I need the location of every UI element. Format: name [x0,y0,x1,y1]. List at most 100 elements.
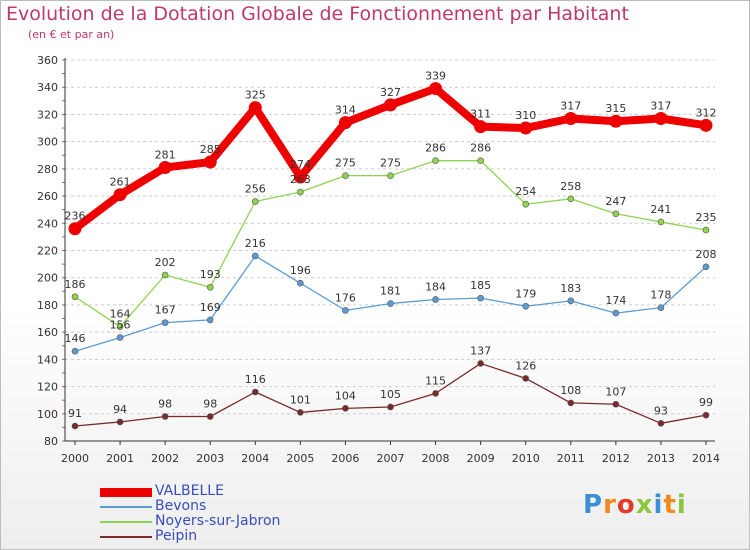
data-point [251,388,259,396]
data-point [293,170,307,184]
legend-label: Peipin [155,528,198,544]
legend-item-bevons: Bevons [100,498,320,514]
data-label: 98 [158,398,172,411]
data-label: 254 [515,185,536,198]
legend-swatch [100,536,152,538]
data-label: 196 [290,264,311,277]
data-point [387,403,394,411]
data-point [203,155,217,169]
data-point [474,120,488,134]
data-label: 179 [515,287,536,300]
data-point [297,188,304,196]
data-label: 104 [335,389,356,402]
x-tick-label: 2012 [602,452,630,465]
data-point [387,300,394,307]
data-point [387,172,394,179]
data-label: 115 [425,374,446,387]
y-tick-labels: 80 100 120 140 160 180 200 220 240 260 280 300 320 34… [37,54,58,448]
data-point [161,413,169,420]
data-label: 116 [245,373,266,386]
data-point [654,112,668,126]
x-tick-label: 2005 [286,452,314,465]
data-label: 327 [380,86,401,99]
data-point [113,188,127,202]
data-point [477,294,484,302]
data-point [657,218,665,226]
data-label: 208 [696,248,717,261]
data-label: 167 [155,304,176,317]
y-tick-label: 280 [37,163,58,176]
x-tick-label: 2014 [692,452,720,465]
data-label: 183 [560,282,581,295]
y-tick-label: 120 [37,381,58,394]
data-label: 311 [470,108,491,121]
data-point [251,198,259,205]
proxiti-logo: Proxiti [583,490,687,520]
data-label: 193 [200,268,221,281]
data-point [432,296,439,303]
x-tick-label: 2007 [377,452,405,465]
data-point [432,157,439,164]
y-tick-label: 340 [37,81,58,94]
data-label: 101 [290,393,311,406]
x-tick-label: 2002 [151,452,179,465]
data-label: 286 [425,142,446,155]
data-point [567,195,575,203]
data-label: 146 [65,332,86,345]
legend-item-valbelle: VALBELLE [100,483,320,499]
data-label: 98 [203,398,217,411]
data-label: 185 [470,279,491,292]
data-label: 314 [335,104,356,117]
data-point [248,101,262,115]
data-label: 174 [605,294,626,307]
data-point [297,279,304,287]
data-label: 108 [560,384,581,397]
data-label: 275 [335,157,356,170]
data-point [384,98,397,112]
legend: VALBELLE Bevons Noyers-sur-Jabron Peipin [100,483,320,544]
data-point [612,400,620,408]
legend-label: VALBELLE [155,483,224,499]
data-label: 93 [654,404,668,417]
data-point [251,252,259,260]
data-label: 156 [110,319,131,332]
data-point [477,157,484,164]
data-label: 281 [155,148,176,161]
y-tick-label: 140 [37,353,58,366]
data-label: 105 [380,388,401,401]
data-point [116,334,124,341]
y-tick-label: 360 [37,54,58,67]
data-label: 164 [110,308,131,321]
data-point [71,293,79,301]
data-label: 202 [155,256,176,269]
y-tick-label: 220 [37,245,58,258]
data-label: 216 [245,237,266,250]
legend-label: Bevons [155,498,207,514]
data-label: 247 [605,195,626,208]
legend-swatch [100,488,152,497]
data-point [567,399,575,407]
data-label: 181 [380,285,401,298]
data-label: 325 [245,89,266,102]
data-point [612,309,620,317]
data-point [564,112,578,126]
data-point [702,226,710,234]
data-label: 241 [650,203,671,216]
data-point [116,323,124,331]
data-point [71,347,79,355]
data-point [116,418,124,426]
data-point [429,82,443,96]
data-label: 315 [605,102,626,115]
y-tick-label: 200 [37,272,58,285]
data-label: 176 [335,291,356,304]
data-label: 99 [699,396,713,409]
chart-subtitle: (en € et par an) [28,28,115,41]
data-point [342,405,349,412]
logo-letter: t [663,490,677,520]
data-label: 339 [425,70,446,83]
data-point [612,210,620,218]
logo-letter: o [616,490,636,520]
data-point [342,172,349,179]
